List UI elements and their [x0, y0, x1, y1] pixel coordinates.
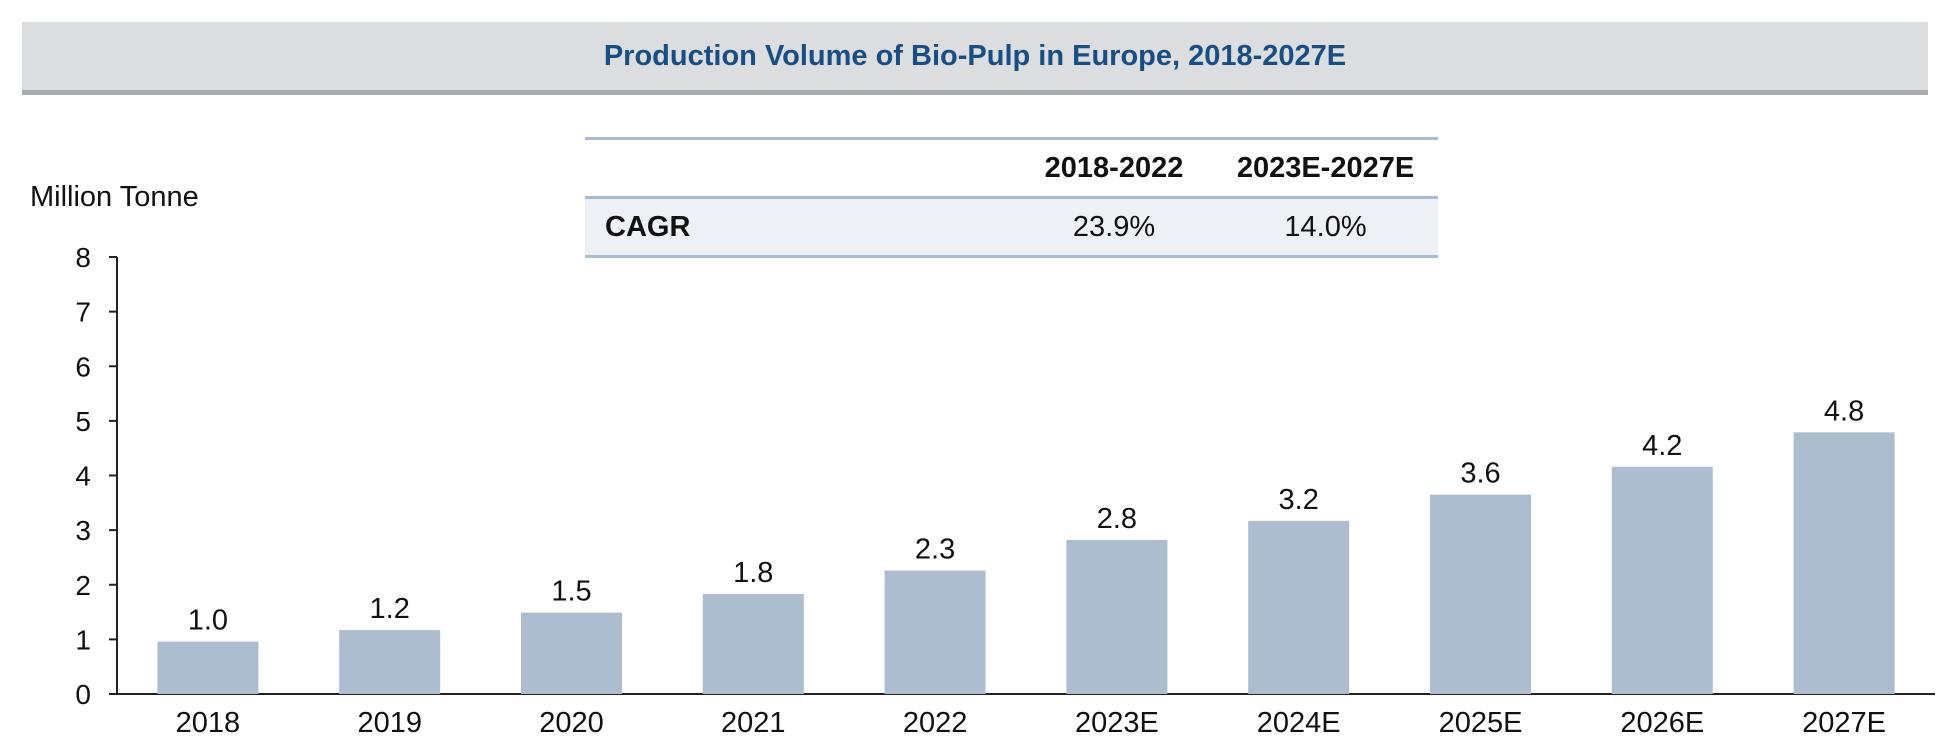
x-tick-label: 2027E — [1802, 707, 1886, 739]
cagr-table-row: CAGR 23.9% 14.0% — [585, 199, 1438, 258]
bar-data-label: 1.2 — [370, 593, 410, 625]
y-tick-label: 3 — [75, 515, 91, 546]
x-tick-label: 2025E — [1439, 707, 1523, 739]
y-tick-label: 5 — [75, 406, 91, 437]
bar-data-label: 1.0 — [188, 605, 228, 637]
cagr-row-label: CAGR — [605, 210, 691, 243]
x-tick-label: 2020 — [539, 707, 604, 739]
bar — [521, 612, 622, 694]
bar-data-label: 1.5 — [551, 576, 591, 608]
y-tick-label: 8 — [75, 242, 91, 273]
x-tick-label: 2024E — [1257, 707, 1341, 739]
x-axis-tick-labels: 2018 2019 2020 2021 2022 2023E 2024E 2025E 2026E… — [176, 707, 1886, 739]
bar-data-label: 3.2 — [1279, 484, 1319, 516]
cagr-header-period-2: 2023E-2027E — [1236, 151, 1415, 184]
chart-title: Production Volume of Bio-Pulp in Europe,… — [603, 39, 1347, 72]
x-tick-label: 2018 — [176, 707, 241, 739]
bar — [157, 641, 259, 694]
bars: 1.0 1.2 1.5 1.8 2.3 2.8 3.2 3.6 4.2 4.8 — [157, 395, 1895, 694]
y-tick-label: 7 — [75, 297, 91, 328]
bar — [1066, 539, 1168, 694]
bar-data-label: 3.6 — [1460, 458, 1500, 490]
y-axis-ticks: 0 1 2 3 4 5 6 7 8 — [75, 242, 117, 710]
y-axis-label: Million Tonne — [30, 181, 199, 213]
cagr-table: 2018-2022 2023E-2027E CAGR 23.9% 14.0% — [585, 137, 1438, 258]
y-tick-label: 0 — [75, 679, 91, 710]
cagr-value-1: 23.9% — [1072, 210, 1156, 243]
bar-data-label: 4.2 — [1642, 430, 1682, 462]
x-tick-label: 2019 — [357, 707, 422, 739]
bar — [884, 570, 986, 694]
x-tick-label: 2026E — [1620, 707, 1704, 739]
x-tick-label: 2021 — [721, 707, 786, 739]
chart-title-bar: Production Volume of Bio-Pulp in Europe,… — [22, 22, 1928, 95]
bar — [702, 594, 804, 694]
y-tick-label: 4 — [75, 461, 91, 492]
bar-data-label: 2.3 — [915, 534, 955, 566]
bar — [1611, 466, 1713, 694]
x-tick-label: 2022 — [903, 707, 968, 739]
cagr-table-header: 2018-2022 2023E-2027E — [585, 137, 1438, 199]
bar — [1430, 494, 1531, 694]
y-tick-label: 6 — [75, 351, 91, 382]
x-tick-label: 2023E — [1075, 707, 1159, 739]
bar-data-label: 2.8 — [1097, 503, 1137, 535]
y-tick-label: 2 — [75, 570, 91, 601]
bar — [339, 630, 441, 694]
y-tick-label: 1 — [75, 624, 91, 655]
bar-data-label: 1.8 — [733, 557, 773, 589]
cagr-value-2: 14.0% — [1284, 210, 1367, 243]
bar-data-label: 4.8 — [1824, 395, 1864, 427]
bar — [1793, 432, 1895, 694]
cagr-header-period-1: 2018-2022 — [1044, 151, 1184, 184]
bar — [1248, 520, 1350, 694]
